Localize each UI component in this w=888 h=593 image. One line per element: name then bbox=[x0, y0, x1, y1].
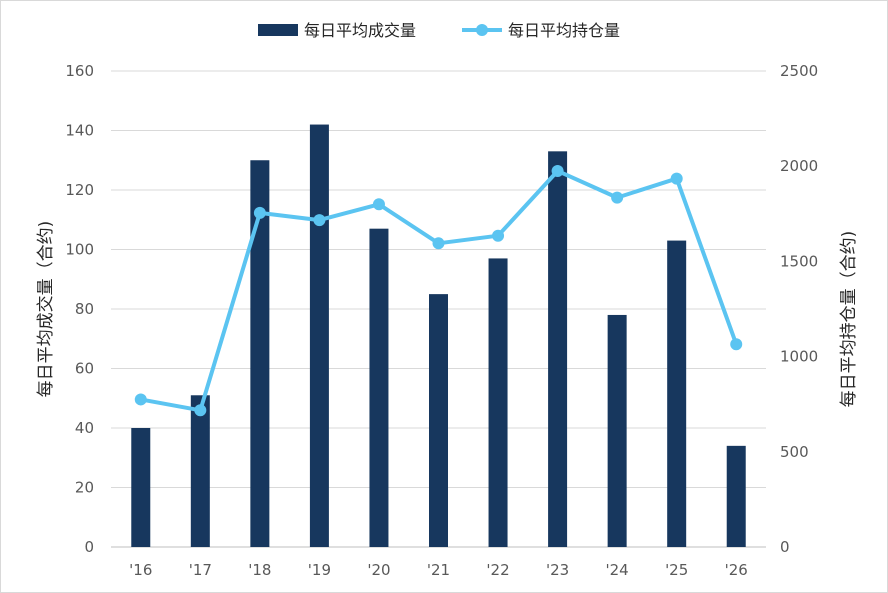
marker-open-interest bbox=[432, 237, 445, 250]
x-axis-tick-label: '22 bbox=[486, 561, 509, 579]
left-axis-tick-label: 140 bbox=[65, 122, 94, 140]
left-axis-tick-label: 100 bbox=[65, 241, 94, 259]
x-axis-tick-label: '23 bbox=[546, 561, 569, 579]
left-axis-tick-label: 60 bbox=[75, 360, 94, 378]
bar-volume bbox=[131, 428, 151, 547]
x-axis-tick-label: '26 bbox=[725, 561, 748, 579]
bar-volume bbox=[488, 258, 508, 547]
right-axis-tick-label: 0 bbox=[780, 538, 790, 556]
x-axis: '16 '17 '18 '19 '20 '21 '22 '23 '24 '25 '26 bbox=[129, 561, 748, 579]
bar-volume bbox=[429, 294, 448, 547]
left-axis-tick-label: 20 bbox=[75, 479, 94, 497]
left-axis-tick-label: 0 bbox=[84, 538, 94, 556]
x-axis-tick-label: '24 bbox=[606, 561, 629, 579]
marker-open-interest bbox=[253, 206, 266, 219]
left-axis: 0 20 40 60 80 100 120 140 160 bbox=[65, 62, 94, 556]
right-axis-tick-label: 1000 bbox=[780, 348, 818, 366]
x-axis-tick-label: '25 bbox=[665, 561, 688, 579]
x-axis-tick-label: '21 bbox=[427, 561, 450, 579]
bar-volume bbox=[726, 445, 746, 547]
right-axis-tick-label: 1500 bbox=[780, 252, 818, 270]
marker-open-interest bbox=[313, 214, 326, 227]
legend-swatch-volume bbox=[258, 24, 298, 36]
legend-label-volume: 每日平均成交量 bbox=[304, 21, 416, 40]
bar-volume bbox=[548, 151, 568, 547]
right-axis-tick-label: 500 bbox=[780, 443, 809, 461]
legend-swatch-open-interest-marker bbox=[476, 24, 488, 36]
right-axis-title: 每日平均持仓量（合约) bbox=[839, 231, 859, 408]
bar-volume bbox=[667, 240, 687, 547]
bar-series-volume bbox=[131, 124, 746, 548]
marker-open-interest bbox=[372, 198, 385, 211]
left-axis-title: 每日平均成交量（合约) bbox=[36, 221, 56, 398]
bar-volume bbox=[309, 124, 329, 548]
left-axis-tick-label: 40 bbox=[75, 419, 94, 437]
marker-open-interest bbox=[551, 164, 564, 177]
bar-volume bbox=[369, 228, 389, 548]
right-axis-tick-label: 2500 bbox=[780, 62, 818, 80]
bar-volume bbox=[250, 160, 270, 547]
bar-volume bbox=[607, 314, 627, 547]
x-axis-tick-label: '17 bbox=[189, 561, 212, 579]
x-axis-tick-label: '20 bbox=[367, 561, 390, 579]
legend-label-open-interest: 每日平均持仓量 bbox=[508, 21, 620, 40]
marker-open-interest bbox=[730, 338, 743, 351]
marker-open-interest bbox=[492, 229, 505, 242]
left-axis-tick-label: 80 bbox=[75, 300, 94, 318]
bar-volume bbox=[190, 395, 210, 547]
marker-open-interest bbox=[194, 404, 207, 417]
right-axis-tick-label: 2000 bbox=[780, 157, 818, 175]
legend: 每日平均成交量 每日平均持仓量 bbox=[258, 21, 620, 40]
left-axis-tick-label: 120 bbox=[65, 181, 94, 199]
x-axis-tick-label: '16 bbox=[129, 561, 152, 579]
marker-open-interest bbox=[611, 191, 624, 204]
marker-open-interest bbox=[670, 172, 683, 185]
x-axis-tick-label: '18 bbox=[248, 561, 271, 579]
x-axis-tick-label: '19 bbox=[308, 561, 331, 579]
left-axis-tick-label: 160 bbox=[65, 62, 94, 80]
line-series-open-interest bbox=[134, 164, 743, 417]
marker-open-interest bbox=[134, 393, 147, 406]
right-axis: 0 500 1000 1500 2000 2500 bbox=[780, 62, 818, 556]
